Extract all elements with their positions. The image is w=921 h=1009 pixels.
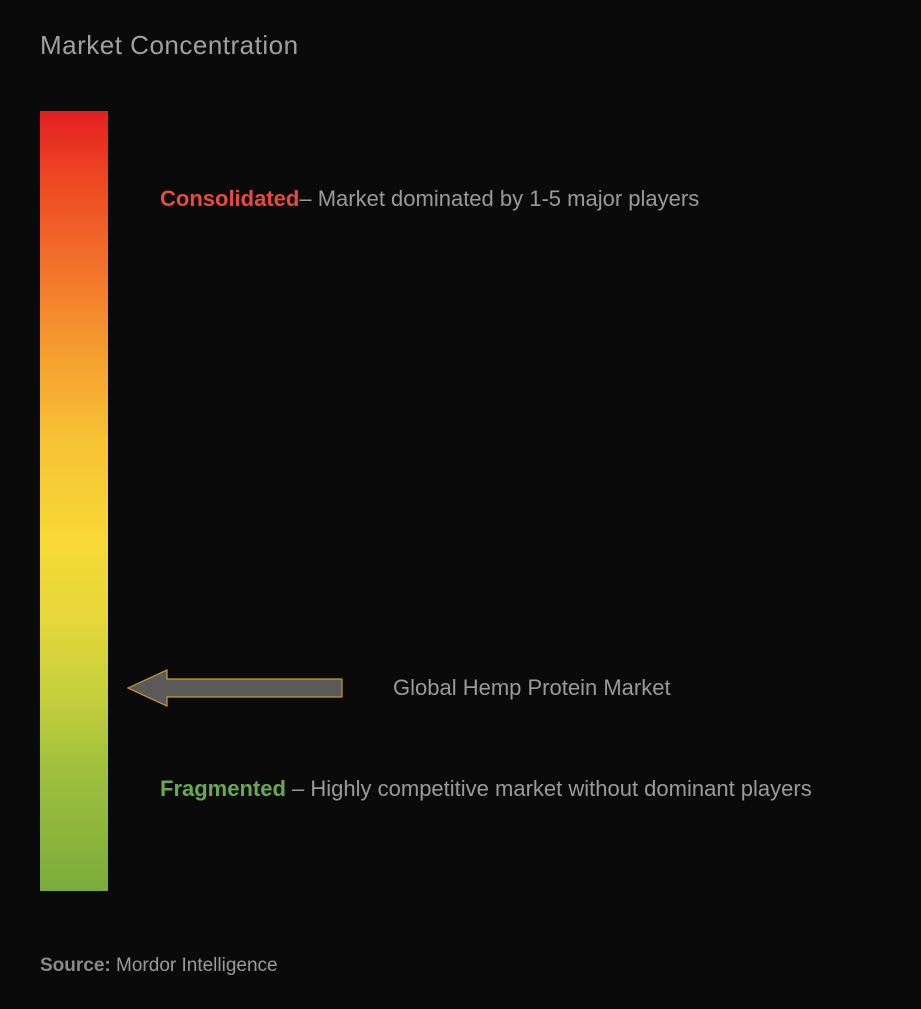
consolidated-keyword: Consolidated: [160, 186, 299, 211]
fragmented-label: Fragmented – Highly competitive market w…: [160, 771, 851, 807]
fragmented-keyword: Fragmented: [160, 776, 286, 801]
gradient-scale-bar: [40, 111, 108, 891]
source-value: Mordor Intelligence: [116, 955, 278, 976]
fragmented-description: – Highly competitive market without domi…: [286, 776, 812, 801]
consolidated-label: Consolidated– Market dominated by 1-5 ma…: [160, 181, 851, 217]
arrow-left-icon: [125, 666, 345, 710]
market-position-marker: Global Hemp Protein Market: [125, 666, 671, 710]
source-attribution: Source: Mordor Intelligence: [40, 955, 278, 977]
page-title: Market Concentration: [40, 30, 881, 61]
marker-label: Global Hemp Protein Market: [393, 675, 671, 701]
source-prefix: Source:: [40, 955, 111, 976]
consolidated-description: – Market dominated by 1-5 major players: [299, 186, 699, 211]
concentration-chart: Consolidated– Market dominated by 1-5 ma…: [40, 111, 881, 911]
